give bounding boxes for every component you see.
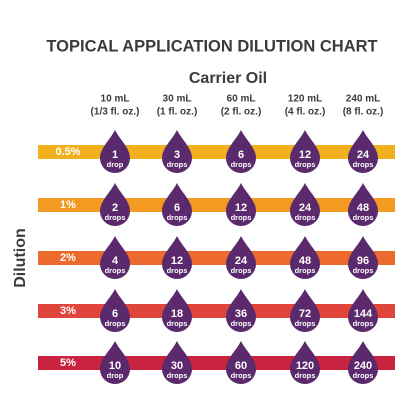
drop-unit: drops [231,319,252,328]
drop-count: 1 [112,149,118,161]
drop-unit: drops [353,371,374,380]
dilution-bar [38,145,395,159]
row-label: 0.5% [55,146,80,158]
drop-unit: drops [167,266,188,275]
drop [162,289,192,332]
drop-count: 30 [171,360,183,372]
drop [226,341,256,384]
drop-unit: drops [353,160,374,169]
row-label: 5% [60,357,76,369]
drop-unit: drops [353,213,374,222]
drop-unit: drops [167,213,188,222]
drop-unit: drops [295,266,316,275]
drop [100,130,130,173]
drop-count: 6 [174,202,180,214]
column-title: Carrier Oil [189,70,267,87]
drop-unit: drops [295,319,316,328]
drop [162,130,192,173]
drop [348,236,378,279]
drop-unit: drops [105,319,126,328]
drop-unit: drops [167,319,188,328]
drop-count: 48 [357,202,369,214]
column-ounces: (2 fl. oz.) [221,107,262,118]
drop-unit: drop [107,160,124,169]
drop [348,341,378,384]
drop-unit: drop [107,371,124,380]
column-volume: 120 mL [288,94,322,105]
drop-count: 12 [171,255,183,267]
column-ounces: (4 fl. oz.) [285,107,326,118]
drop-count: 60 [235,360,247,372]
drop-count: 24 [299,202,312,214]
title: TOPICAL APPLICATION DILUTION CHART [46,37,377,55]
column-ounces: (1 fl. oz.) [157,107,198,118]
drop-count: 3 [174,149,180,161]
drop [162,183,192,226]
dilution-bar [38,198,395,212]
row-label: 3% [60,305,76,317]
drop-unit: drops [231,213,252,222]
dilution-bar [38,251,395,265]
drop-count: 2 [112,202,118,214]
column-volume: 240 mL [346,94,380,105]
drop [290,183,320,226]
drop [290,130,320,173]
drop-count: 120 [296,360,314,372]
drop-count: 144 [354,308,373,320]
dilution-bar [38,356,395,370]
drop [162,341,192,384]
drop [226,236,256,279]
drop [100,341,130,384]
drop-count: 48 [299,255,311,267]
drop-count: 36 [235,308,247,320]
column-ounces: (8 fl. oz.) [343,107,384,118]
drop [226,130,256,173]
drop-count: 6 [238,149,244,161]
drop [162,236,192,279]
drop-unit: drops [231,266,252,275]
drop [226,183,256,226]
drop-count: 24 [235,255,248,267]
drop [348,289,378,332]
row-label: 2% [60,252,76,264]
drop-unit: drops [105,213,126,222]
drop-unit: drops [353,319,374,328]
column-ounces: (1/3 fl. oz.) [91,107,140,118]
drop-count: 12 [235,202,247,214]
drop-unit: drops [231,371,252,380]
column-volume: 30 mL [163,94,192,105]
drop-count: 6 [112,308,118,320]
drop [100,183,130,226]
drop-count: 12 [299,149,311,161]
drop [100,289,130,332]
dilution-bar [38,304,395,318]
column-volume: 10 mL [101,94,130,105]
drop-count: 4 [112,255,119,267]
drop-count: 24 [357,149,370,161]
drop [226,289,256,332]
drop-unit: drops [105,266,126,275]
drop-unit: drops [353,266,374,275]
column-volume: 60 mL [227,94,256,105]
drop-count: 18 [171,308,183,320]
drop-unit: drops [167,160,188,169]
drop-unit: drops [167,371,188,380]
drop-unit: drops [295,213,316,222]
drop-count: 10 [109,360,121,372]
drop-count: 240 [354,360,372,372]
drop [100,236,130,279]
drop [290,289,320,332]
row-title: Dilution [12,228,29,288]
drop [290,341,320,384]
drop-unit: drops [295,160,316,169]
row-label: 1% [60,199,76,211]
drop [290,236,320,279]
drop [348,183,378,226]
drop-count: 72 [299,308,311,320]
drop-unit: drops [295,371,316,380]
drop-unit: drops [231,160,252,169]
drop [348,130,378,173]
drop-count: 96 [357,255,369,267]
